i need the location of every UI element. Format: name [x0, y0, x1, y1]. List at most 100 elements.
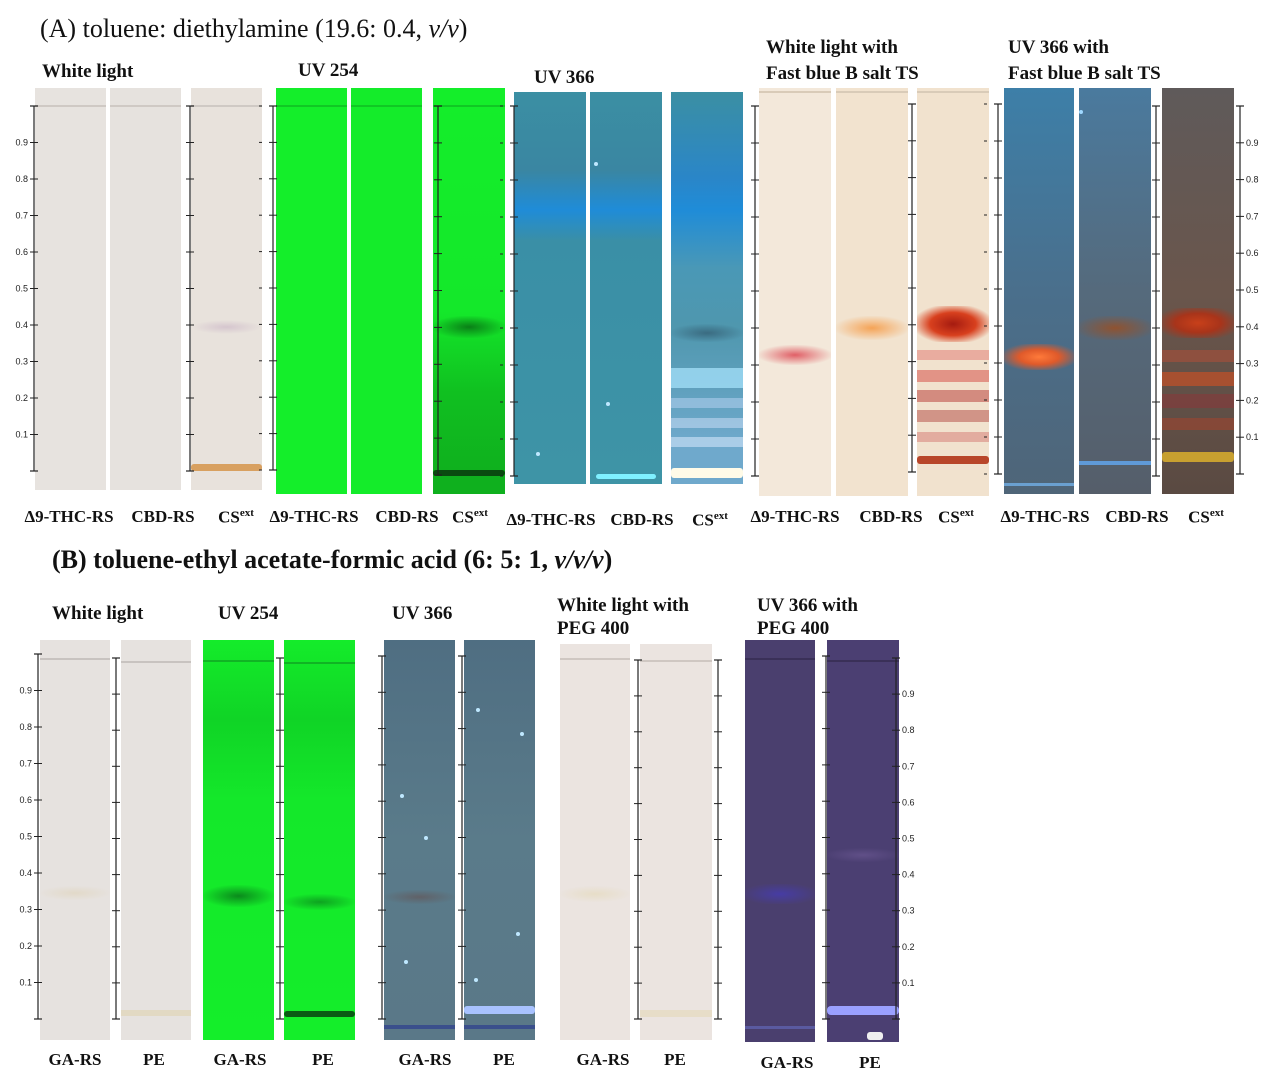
rf-tick-label: 0.4	[19, 868, 32, 878]
lane-label-a-uv366-cbd: CBD-RS	[610, 510, 674, 529]
rf-tick-label: 0.5	[1246, 285, 1259, 295]
rf-tick-label: 0.9	[1246, 138, 1259, 148]
lane-label-a-fbb-white-cs: CSext	[926, 507, 986, 528]
section-b-title-prefix: (B) toluene-ethyl acetate-formic acid (6…	[52, 545, 548, 574]
rf-ruler-a-2	[172, 100, 208, 480]
panel-label-b-peg-uv366-line2: PEG 400	[757, 618, 830, 639]
plate-a-uv254-cs	[433, 88, 505, 494]
panel-label-a-fbb-white: White light with Fast blue B salt TS	[766, 36, 919, 85]
rf-tick-label: 0.1	[19, 978, 32, 988]
plate-a-uv366-cbd	[590, 92, 662, 484]
rf-tick-label: 0.7	[1246, 211, 1259, 221]
rf-tick-label: 0.9	[902, 689, 915, 699]
plate-a-white-thc	[35, 88, 106, 490]
plate-b-white-pe	[121, 640, 191, 1040]
rf-ruler-b-5	[444, 648, 480, 1028]
lane-label-a-uv254-cbd: CBD-RS	[375, 507, 439, 526]
section-a-title-suffix: )	[458, 14, 468, 43]
rf-tick-label: 0.8	[19, 722, 32, 732]
rf-ruler-a-6	[737, 100, 773, 485]
rf-ruler-a-9	[1138, 100, 1174, 485]
rf-tick-label: 0.8	[902, 725, 915, 735]
panel-label-a-fbb-white-line1: White light with	[766, 37, 898, 58]
rf-tick-label: 0.2	[1246, 395, 1259, 405]
panel-label-b-peg-white-line2: PEG 400	[557, 618, 630, 639]
rf-ruler-b-3	[262, 648, 298, 1028]
panel-label-b-white: White light	[52, 603, 144, 624]
rf-tick-label: 0.5	[15, 284, 28, 294]
section-a-ratio-unit: v/v	[428, 14, 459, 43]
rf-ruler-b-6	[620, 648, 656, 1028]
lane-label-a-fbb-uv366-thc: Δ9-THC-RS	[1000, 507, 1090, 526]
rf-ruler-a-10: 0.1 0.2 0.3 0.4 0.5 0.6 0.7 0.8 0.9	[1234, 100, 1270, 485]
panel-label-a-fbb-uv366: UV 366 with Fast blue B salt TS	[1008, 36, 1161, 85]
plate-a-fbb-uv366-thc	[1004, 88, 1074, 494]
plate-a-white-cbd	[110, 88, 181, 490]
rf-ruler-b-4	[364, 648, 400, 1028]
lane-label-b-peg-uv366-pe: PE	[859, 1053, 881, 1072]
rf-tick-label: 0.3	[15, 357, 28, 367]
panel-label-a-white: White light	[42, 61, 134, 82]
lane-label-a-fbb-white-cbd: CBD-RS	[859, 507, 923, 526]
lane-label-a-fbb-uv366-cs-sup: ext	[1209, 507, 1224, 519]
plate-a-white-cs	[191, 88, 262, 490]
plate-a-uv254-thc	[276, 88, 347, 494]
lane-label-a-fbb-white-cs-sup: ext	[959, 507, 974, 519]
rf-tick-label: 0.9	[15, 138, 28, 148]
rf-tick-label: 0.8	[15, 174, 28, 184]
plate-a-fbb-uv366-cbd	[1079, 88, 1151, 494]
panel-label-a-uv366: UV 366	[534, 67, 595, 88]
plate-a-uv254-cbd	[351, 88, 422, 494]
rf-tick-label: 0.7	[15, 211, 28, 221]
plate-a-fbb-white-thc	[759, 88, 831, 496]
lane-label-b-uv254-ga: GA-RS	[213, 1050, 267, 1069]
lane-label-a-white-cs-text: CS	[218, 507, 240, 527]
lane-label-a-fbb-uv366-cs-text: CS	[1188, 507, 1210, 527]
section-b-ratio-unit: v/v/v	[554, 545, 604, 574]
rf-ruler-b-2	[98, 648, 134, 1028]
lane-label-a-uv254-cs-text: CS	[452, 507, 474, 527]
rf-tick-label: 0.7	[902, 761, 915, 771]
lane-label-b-peg-white-pe: PE	[664, 1050, 686, 1069]
rf-tick-label: 0.1	[902, 978, 915, 988]
rf-ruler-b-8	[808, 648, 844, 1028]
rf-ruler-a-1: 0.1 0.2 0.3 0.4 0.5 0.6 0.7 0.8 0.9	[10, 100, 46, 480]
lane-label-a-white-cs: CSext	[206, 507, 266, 528]
rf-ruler-b-7	[700, 648, 736, 1028]
lane-label-b-white-ga: GA-RS	[48, 1050, 102, 1069]
plate-a-fbb-uv366-cs	[1162, 88, 1234, 494]
lane-label-a-uv366-cs-text: CS	[692, 510, 714, 530]
rf-tick-label: 0.2	[15, 393, 28, 403]
plate-a-uv366-thc	[514, 92, 586, 484]
panel-label-a-fbb-uv366-line1: UV 366 with	[1008, 37, 1109, 58]
lane-label-a-uv366-cs: CSext	[680, 510, 740, 531]
panel-label-b-uv366: UV 366	[392, 603, 453, 624]
section-b-title-suffix: )	[603, 545, 613, 574]
lane-label-b-uv366-pe: PE	[493, 1050, 515, 1069]
rf-tick-label: 0.3	[1246, 359, 1259, 369]
rf-tick-label: 0.5	[19, 832, 32, 842]
lane-label-a-uv254-cs: CSext	[440, 507, 500, 528]
rf-tick-label: 0.5	[902, 834, 915, 844]
rf-ruler-a-3	[255, 94, 291, 486]
lane-label-b-uv254-pe: PE	[312, 1050, 334, 1069]
plate-b-uv366-pe	[464, 640, 535, 1040]
section-b-title: (B) toluene-ethyl acetate-formic acid (6…	[52, 545, 612, 575]
rf-tick-label: 0.4	[902, 870, 915, 880]
plate-b-uv254-pe	[284, 640, 355, 1040]
rf-tick-label: 0.2	[902, 942, 915, 952]
rf-ruler-b-9: 0.1 0.2 0.3 0.4 0.5 0.6 0.7 0.8 0.9	[890, 648, 926, 1028]
plate-b-peg-uv366-ga	[745, 640, 815, 1042]
rf-ruler-b-1: 0.1 0.2 0.3 0.4 0.5 0.6 0.7 0.8 0.9	[14, 648, 50, 1028]
panel-label-a-fbb-white-line2: Fast blue B salt TS	[766, 63, 919, 84]
lane-label-a-white-cbd: CBD-RS	[131, 507, 195, 526]
rf-tick-label: 0.7	[19, 759, 32, 769]
panel-label-a-uv254: UV 254	[298, 60, 359, 81]
plate-b-peg-uv366-pe	[827, 640, 899, 1042]
lane-label-a-white-cs-sup: ext	[239, 507, 254, 519]
panel-label-b-peg-white: White light with PEG 400	[557, 594, 689, 640]
lane-label-a-uv254-cs-sup: ext	[473, 507, 488, 519]
rf-tick-label: 0.3	[19, 905, 32, 915]
rf-tick-label: 0.3	[902, 906, 915, 916]
lane-label-a-fbb-white-cs-text: CS	[938, 507, 960, 527]
